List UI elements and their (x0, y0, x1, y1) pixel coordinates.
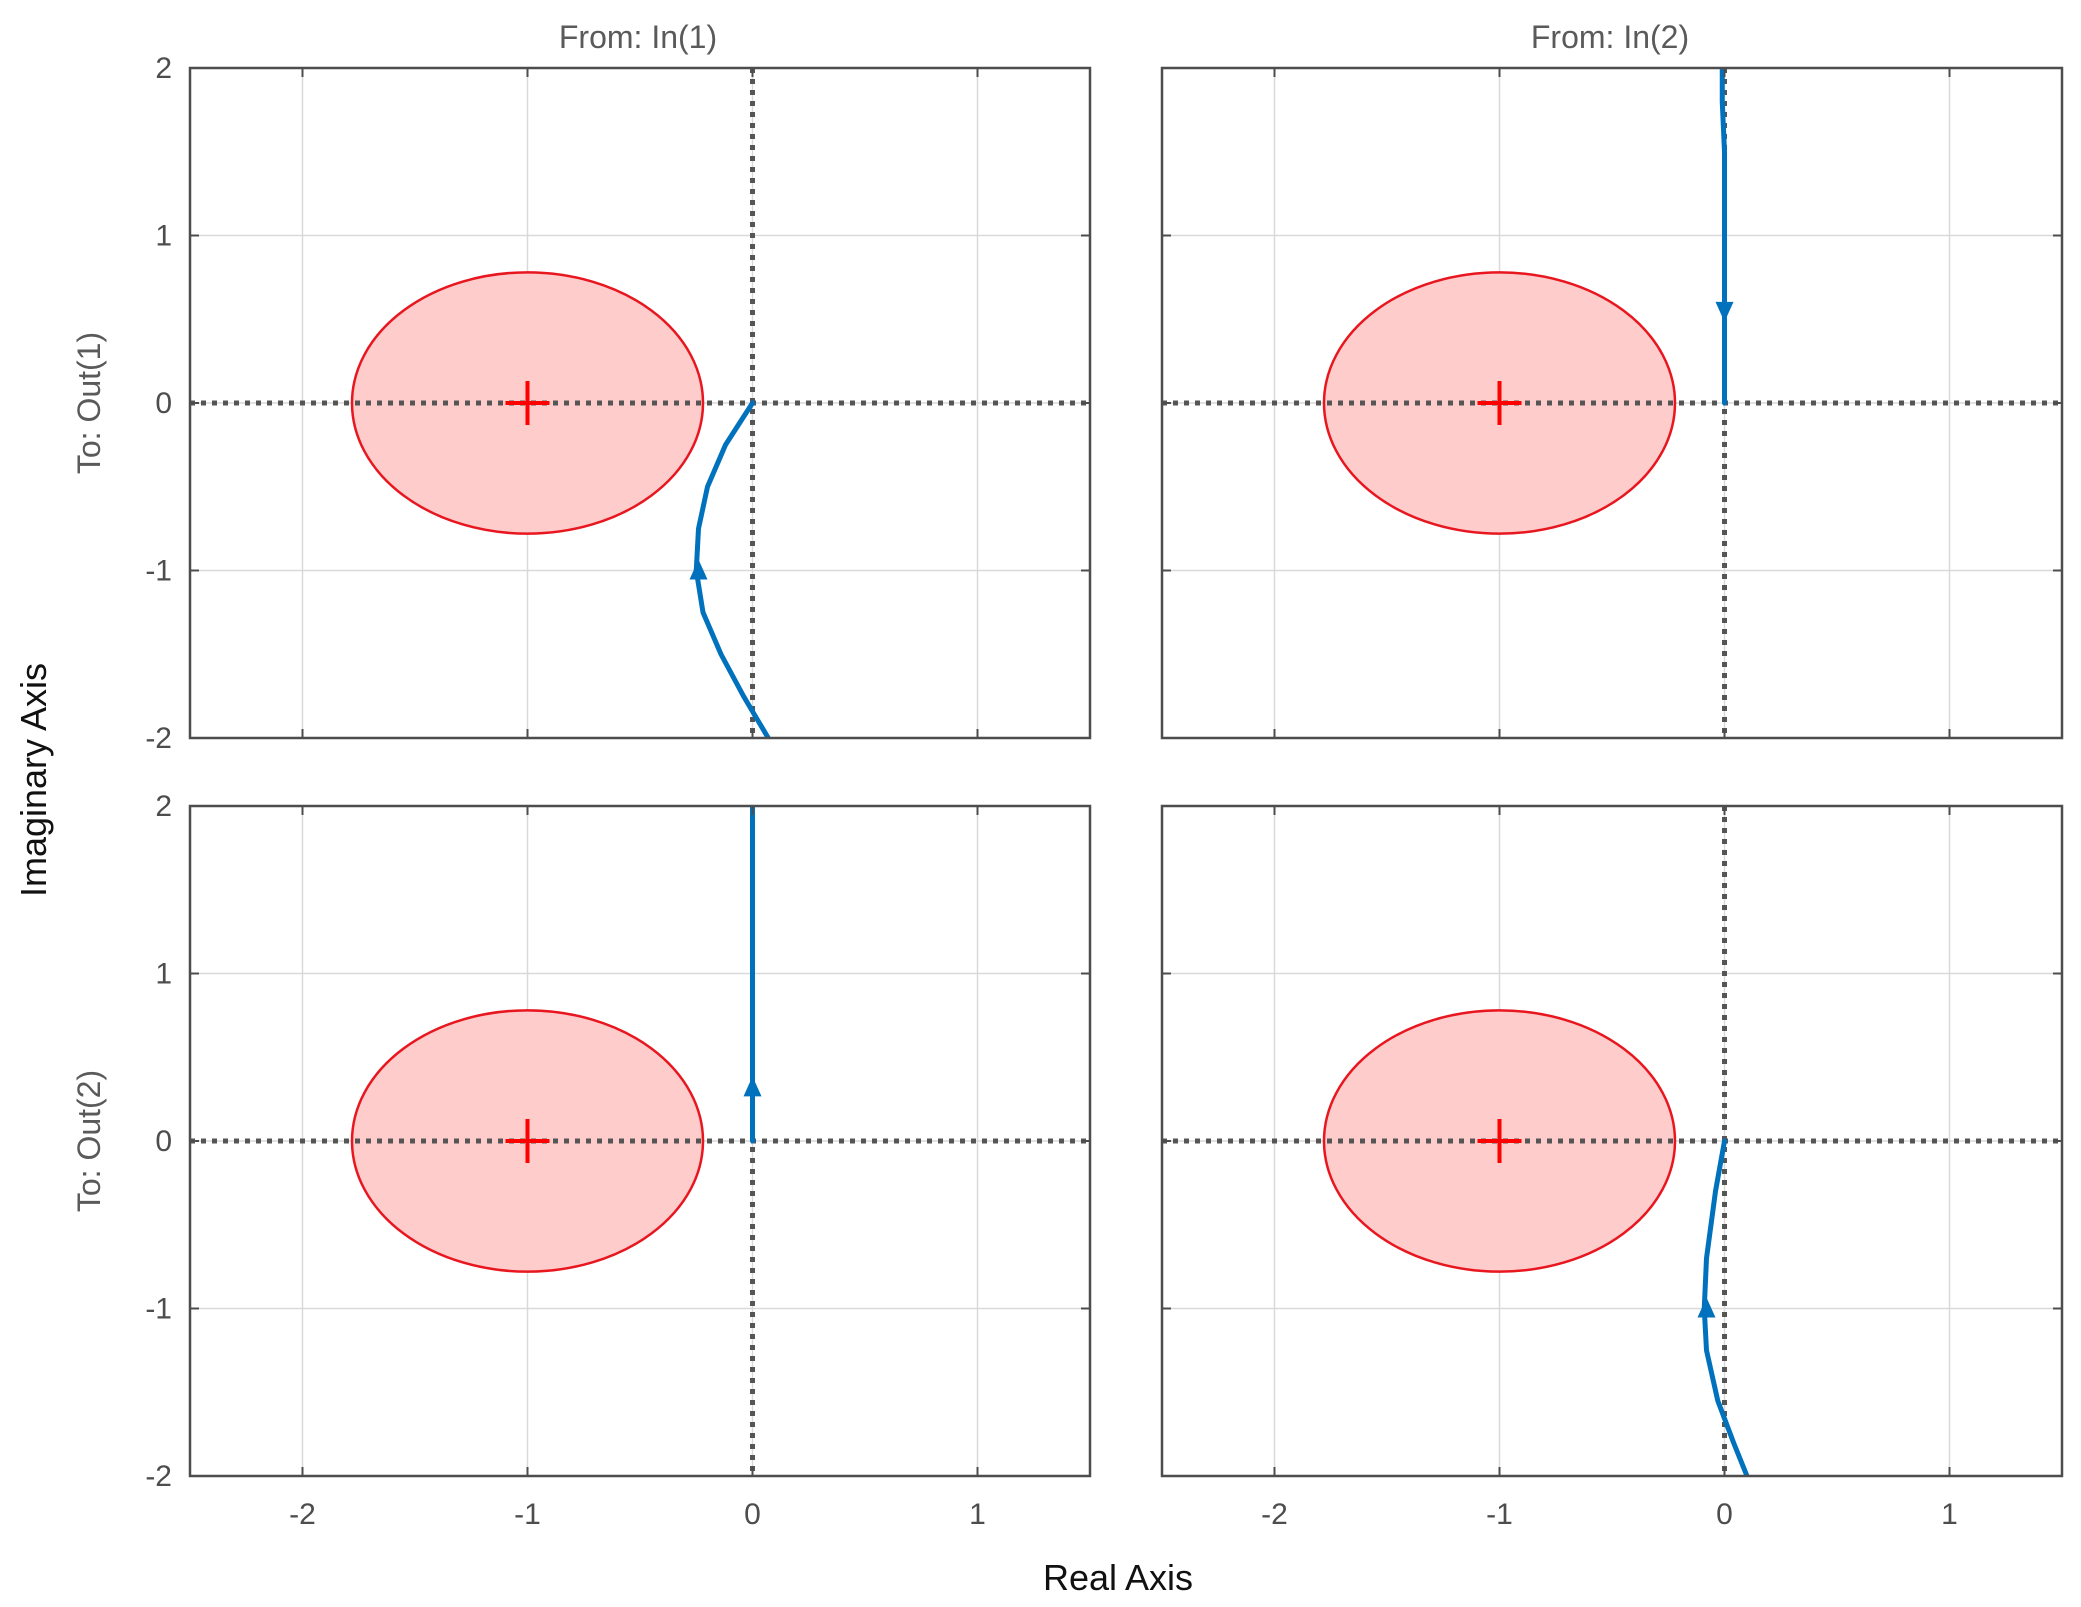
y-tick-label: -2 (145, 722, 172, 755)
direction-arrow (743, 1076, 762, 1097)
column-title-in1: From: In(1) (559, 19, 717, 55)
y-tick-label: -1 (145, 555, 172, 588)
y-axis-label: Imaginary Axis (13, 663, 54, 897)
y-tick-label: 0 (155, 387, 172, 420)
direction-arrow (1715, 301, 1734, 322)
direction-arrow (1697, 1297, 1716, 1318)
nyquist-curve (1719, 68, 1727, 406)
plot-area (190, 68, 1090, 738)
y-tick-label: 2 (155, 790, 172, 823)
x-tick-label: -1 (1486, 1498, 1513, 1531)
x-tick-label: -2 (1261, 1498, 1288, 1531)
subplot-3: -2 -1 0 1 2 -2 -1 0 1 (145, 790, 1092, 1531)
y-tick-label: -2 (145, 1460, 172, 1493)
x-tick-label: 1 (969, 1498, 986, 1531)
direction-arrow (689, 559, 708, 580)
critical-point-marker (1477, 381, 1522, 425)
plot-area (1162, 806, 2062, 1476)
column-title-in2: From: In(2) (1531, 19, 1689, 55)
subplot-2 (1160, 66, 2064, 740)
x-axis-label: Real Axis (1043, 1557, 1193, 1598)
plot-frame (188, 804, 1092, 1478)
subplot-grid: -2 -1 0 1 2 -2 -1 0 1 2 -2 -1 0 1 -2 -1 0 1 (145, 52, 2064, 1531)
subplot-4: -2 -1 0 1 (1160, 804, 2064, 1531)
x-tick-label: 0 (1716, 1498, 1733, 1531)
critical-point-marker (505, 381, 550, 425)
x-tick-label: 1 (1941, 1498, 1958, 1531)
plot-area (190, 806, 1090, 1476)
y-tick-label: 2 (155, 52, 172, 85)
plot-frame (1160, 804, 2064, 1478)
subplot-1: -2 -1 0 1 2 (145, 52, 1092, 755)
x-tick-label: -1 (514, 1498, 541, 1531)
x-tick-label: -2 (289, 1498, 316, 1531)
nyquist-curve (1701, 1138, 1750, 1476)
y-tick-label: 1 (155, 958, 172, 991)
plot-frame (188, 66, 1092, 740)
row-label-out1: To: Out(1) (71, 332, 107, 474)
plot-area (1162, 68, 2062, 738)
critical-point-marker (1477, 1119, 1522, 1163)
critical-point-marker (505, 1119, 550, 1163)
y-tick-label: -1 (145, 1293, 172, 1326)
y-tick-label: 1 (155, 220, 172, 253)
row-label-out2: To: Out(2) (71, 1070, 107, 1212)
y-tick-label: 0 (155, 1125, 172, 1158)
x-tick-label: 0 (744, 1498, 761, 1531)
plot-frame (1160, 66, 2064, 740)
